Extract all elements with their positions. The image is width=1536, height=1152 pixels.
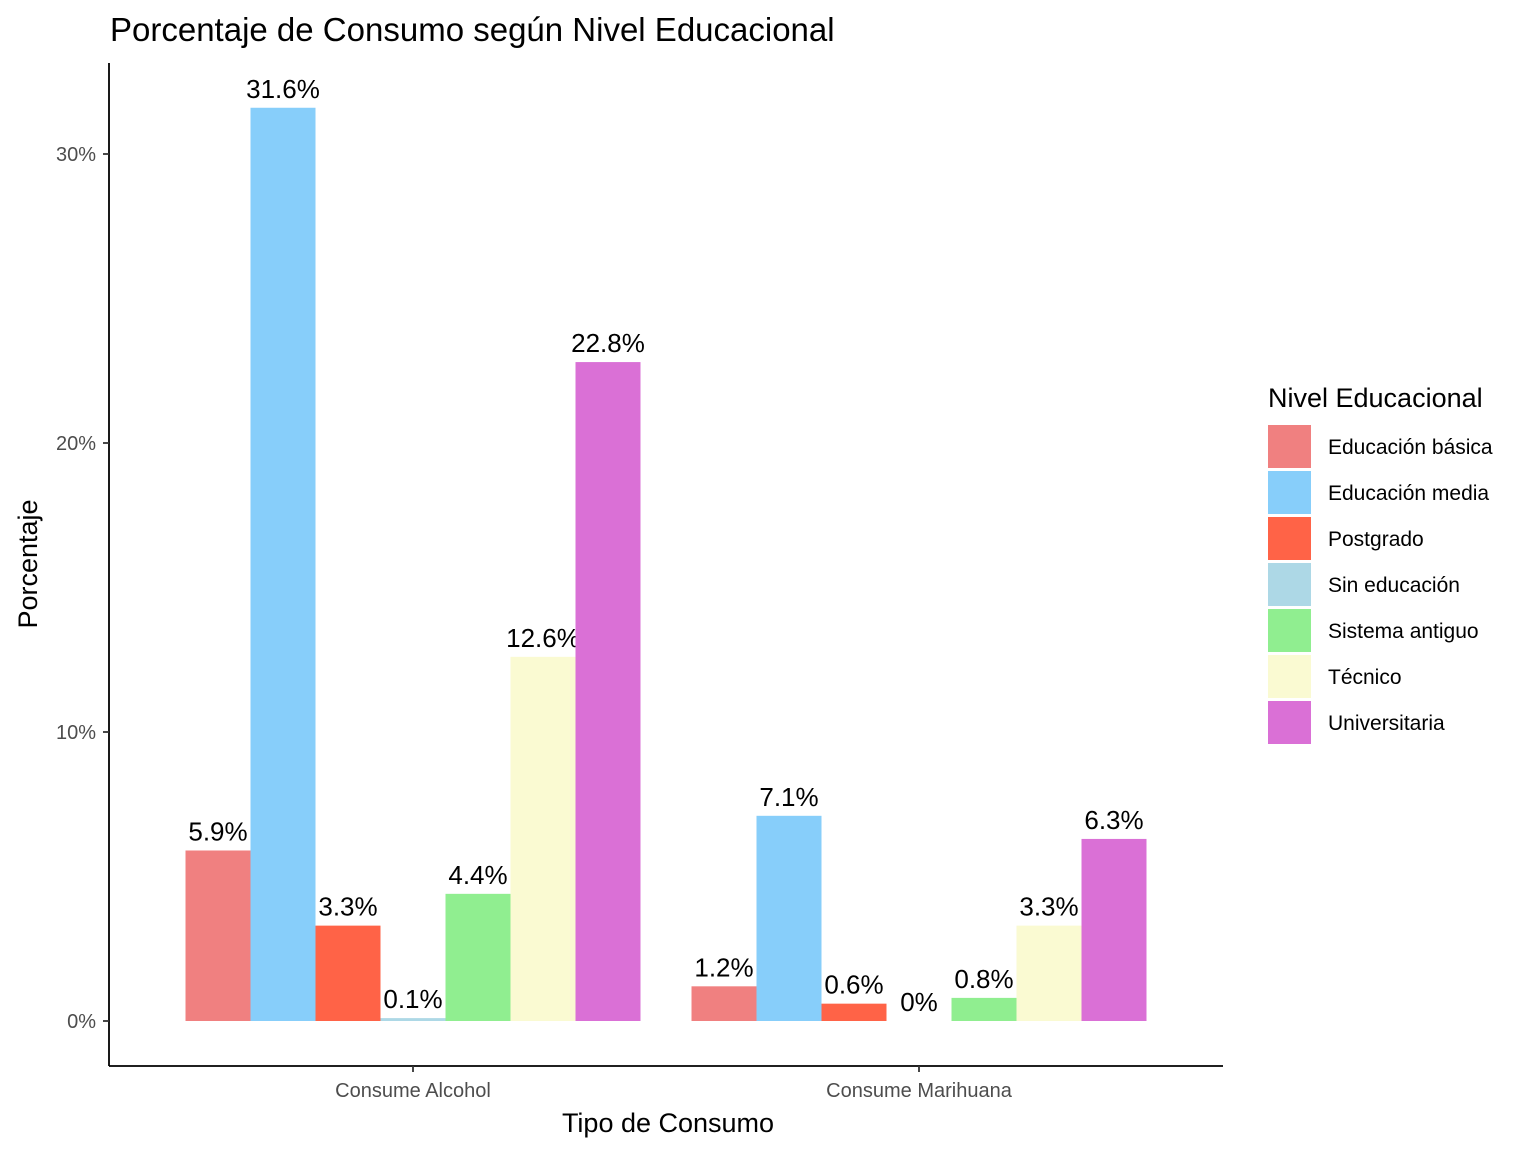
data-label: 3.3% bbox=[318, 892, 377, 922]
bar bbox=[315, 925, 381, 1021]
plot-area: 5.9% 31.6% 3.3% 0.1% 4.4% 12.6% 22.8% 1.2% 7.1% 0… bbox=[185, 74, 1147, 1022]
data-label: 0.1% bbox=[383, 984, 442, 1014]
data-label: 31.6% bbox=[246, 74, 320, 104]
legend-swatch bbox=[1268, 563, 1311, 606]
data-label: 7.1% bbox=[759, 782, 818, 812]
legend-label: Técnico bbox=[1328, 666, 1402, 689]
chart-title: Porcentaje de Consumo según Nivel Educac… bbox=[110, 11, 835, 48]
bar bbox=[1081, 838, 1147, 1021]
y-tick-label: 10% bbox=[56, 722, 96, 744]
x-tick-label: Consume Alcohol bbox=[335, 1080, 491, 1102]
legend-label: Sistema antiguo bbox=[1328, 620, 1479, 643]
legend-label: Sin educación bbox=[1328, 574, 1460, 597]
data-label: 5.9% bbox=[188, 816, 247, 846]
y-tick-label: 0% bbox=[67, 1011, 96, 1033]
bar bbox=[756, 815, 822, 1021]
bar bbox=[185, 850, 251, 1021]
x-axis: Consume Alcohol Consume Marihuana bbox=[335, 1066, 1013, 1102]
x-axis-title: Tipo de Consumo bbox=[562, 1108, 774, 1138]
data-label: 0.6% bbox=[824, 970, 883, 1000]
bar bbox=[250, 107, 316, 1021]
legend-label: Educación básica bbox=[1328, 436, 1493, 459]
bar bbox=[951, 997, 1017, 1021]
y-axis-title: Porcentaje bbox=[13, 499, 43, 628]
legend-swatch bbox=[1268, 471, 1311, 514]
bar bbox=[510, 656, 576, 1021]
bar bbox=[691, 986, 757, 1021]
y-axis: 0% 10% 20% 30% bbox=[56, 144, 109, 1033]
legend-swatch bbox=[1268, 425, 1311, 468]
y-tick-label: 30% bbox=[56, 144, 96, 166]
legend-label: Educación media bbox=[1328, 482, 1489, 505]
legend-swatch bbox=[1268, 655, 1311, 698]
data-label: 22.8% bbox=[571, 328, 645, 358]
legend-label: Universitaria bbox=[1328, 712, 1445, 735]
legend-swatch bbox=[1268, 609, 1311, 652]
data-label: 3.3% bbox=[1019, 892, 1078, 922]
x-tick-label: Consume Marihuana bbox=[826, 1080, 1013, 1102]
bar bbox=[821, 1003, 887, 1021]
legend: Nivel Educacional Educación básica Educac… bbox=[1268, 383, 1493, 744]
legend-swatch bbox=[1268, 701, 1311, 744]
bar bbox=[1016, 925, 1082, 1021]
bar bbox=[575, 362, 641, 1022]
data-label: 4.4% bbox=[448, 860, 507, 890]
data-label: 6.3% bbox=[1084, 805, 1143, 835]
data-label: 1.2% bbox=[694, 952, 753, 982]
legend-label: Postgrado bbox=[1328, 528, 1424, 551]
y-tick-label: 20% bbox=[56, 433, 96, 455]
legend-swatch bbox=[1268, 517, 1311, 560]
data-label: 0% bbox=[900, 987, 938, 1017]
bar bbox=[445, 893, 511, 1021]
bar bbox=[380, 1018, 446, 1021]
data-label: 12.6% bbox=[506, 623, 580, 653]
data-label: 0.8% bbox=[954, 964, 1013, 994]
legend-title: Nivel Educacional bbox=[1268, 383, 1483, 413]
